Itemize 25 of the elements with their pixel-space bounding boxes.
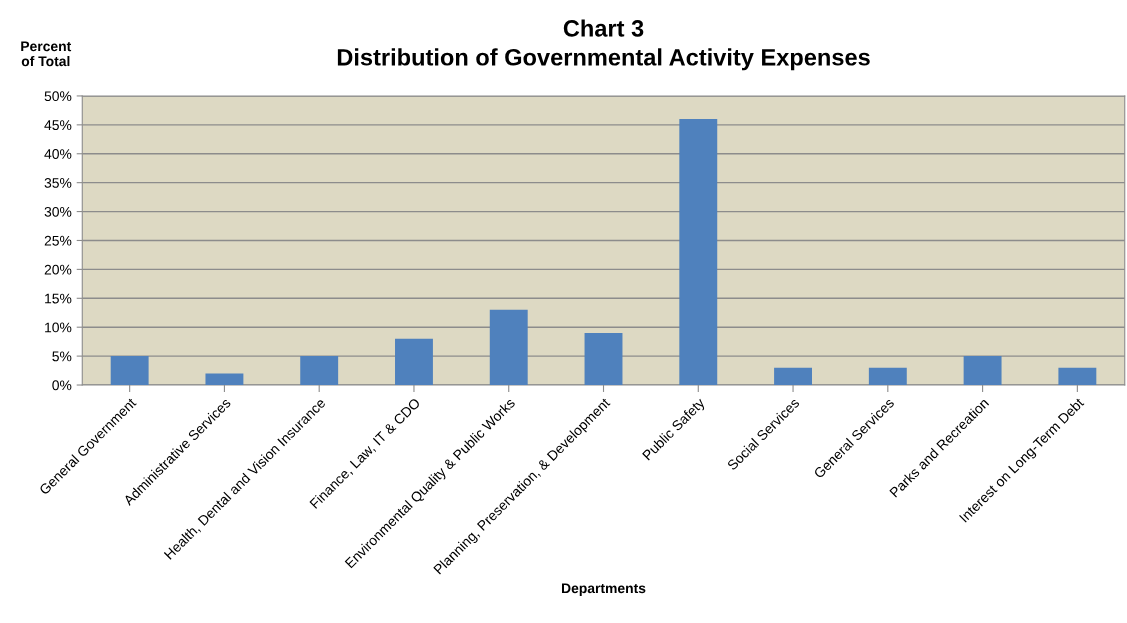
y-tick-label: 35% [44,178,72,188]
bar [205,373,244,386]
bar [489,309,528,386]
y-tick-label: 0% [52,380,72,391]
bar [963,356,1002,386]
bar [395,338,433,386]
y-tick-label: 45% [44,120,72,131]
y-tick-label: 20% [44,264,72,275]
chart-title: Chart 3 Distribution of Governmental Activity Expenses [337,19,870,71]
bar [868,367,907,386]
y-tick-label: 15% [45,293,72,304]
y-tick-label: 40% [44,149,72,159]
y-tick-label: 25% [44,235,72,246]
bar [110,356,149,386]
bar [300,356,339,386]
y-tick-label: 30% [44,206,72,217]
bar [774,367,812,386]
bar [679,119,718,386]
bar [1058,367,1097,386]
bar [584,332,623,386]
y-axis-title: Percent of Total [21,41,72,67]
y-tick-label: 50% [44,91,72,102]
y-tick-label: 10% [45,322,72,333]
y-tick-label: 5% [52,351,72,362]
x-axis-title: Departments [561,583,646,596]
